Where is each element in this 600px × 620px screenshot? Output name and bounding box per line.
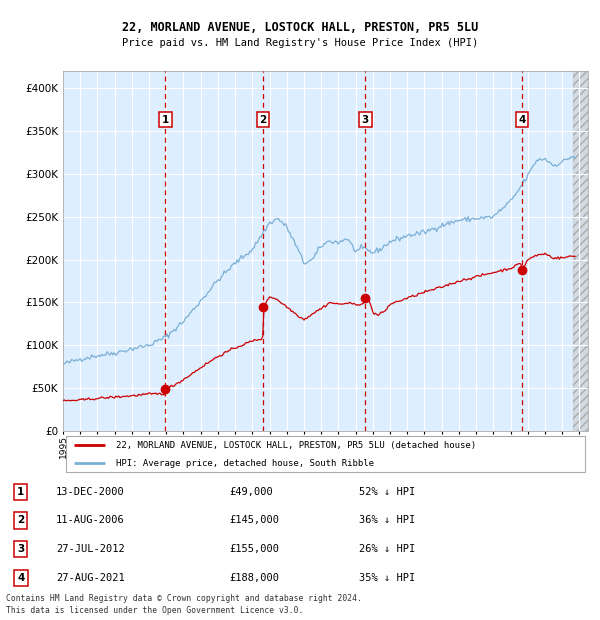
Text: 3: 3	[362, 115, 369, 125]
Text: 4: 4	[518, 115, 526, 125]
Text: 2: 2	[259, 115, 266, 125]
Text: 27-AUG-2021: 27-AUG-2021	[56, 573, 125, 583]
Text: £49,000: £49,000	[229, 487, 273, 497]
FancyBboxPatch shape	[65, 436, 586, 472]
Text: 52% ↓ HPI: 52% ↓ HPI	[359, 487, 415, 497]
Text: 13-DEC-2000: 13-DEC-2000	[56, 487, 125, 497]
Text: Contains HM Land Registry data © Crown copyright and database right 2024.: Contains HM Land Registry data © Crown c…	[6, 593, 362, 603]
Text: £155,000: £155,000	[229, 544, 280, 554]
Text: This data is licensed under the Open Government Licence v3.0.: This data is licensed under the Open Gov…	[6, 606, 304, 615]
Text: Price paid vs. HM Land Registry's House Price Index (HPI): Price paid vs. HM Land Registry's House …	[122, 38, 478, 48]
Text: 22, MORLAND AVENUE, LOSTOCK HALL, PRESTON, PR5 5LU (detached house): 22, MORLAND AVENUE, LOSTOCK HALL, PRESTO…	[115, 441, 476, 450]
Text: £188,000: £188,000	[229, 573, 280, 583]
Text: 1: 1	[162, 115, 169, 125]
Text: £145,000: £145,000	[229, 515, 280, 525]
Text: 2: 2	[17, 515, 25, 525]
Bar	[572, 71, 588, 431]
Bar	[572, 71, 588, 431]
Text: 11-AUG-2006: 11-AUG-2006	[56, 515, 125, 525]
Text: 3: 3	[17, 544, 25, 554]
Text: 35% ↓ HPI: 35% ↓ HPI	[359, 573, 415, 583]
Text: 4: 4	[17, 573, 25, 583]
Text: 26% ↓ HPI: 26% ↓ HPI	[359, 544, 415, 554]
Text: 22, MORLAND AVENUE, LOSTOCK HALL, PRESTON, PR5 5LU: 22, MORLAND AVENUE, LOSTOCK HALL, PRESTO…	[122, 22, 478, 34]
Text: HPI: Average price, detached house, South Ribble: HPI: Average price, detached house, Sout…	[115, 459, 373, 467]
Text: 36% ↓ HPI: 36% ↓ HPI	[359, 515, 415, 525]
Text: 1: 1	[17, 487, 25, 497]
Text: 27-JUL-2012: 27-JUL-2012	[56, 544, 125, 554]
